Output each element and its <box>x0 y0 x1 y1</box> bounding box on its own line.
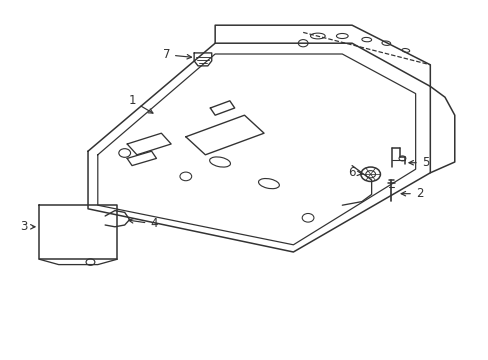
Text: 6: 6 <box>347 166 361 179</box>
Text: 2: 2 <box>400 187 423 200</box>
Text: 5: 5 <box>408 156 428 169</box>
Text: 1: 1 <box>128 94 153 113</box>
Text: 3: 3 <box>20 220 35 233</box>
Text: 7: 7 <box>162 48 191 61</box>
Text: 4: 4 <box>128 217 158 230</box>
